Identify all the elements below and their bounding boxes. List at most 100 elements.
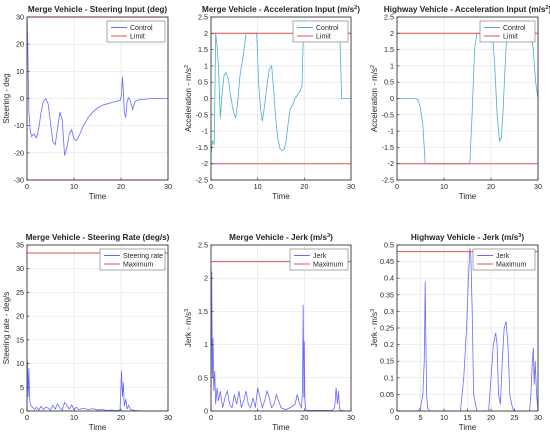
title-main: Highway Vehicle - Jerk (m/s <box>411 233 519 242</box>
x-tick-label: 5 <box>419 413 423 422</box>
y-tick-label: -1.5 <box>382 143 394 152</box>
x-tick-label: 0 <box>209 182 213 191</box>
title-end: ) <box>521 233 524 242</box>
plot-area <box>26 244 169 412</box>
y-axis-label: Steering rate - deg/s <box>2 292 11 364</box>
y-tick-label: 0.4 <box>384 274 394 283</box>
legend-label: Jerk <box>496 253 510 260</box>
plot-area <box>210 244 352 412</box>
y-axis-label-main: Jerk - m/s <box>184 312 193 347</box>
y-tick-label: -10 <box>14 121 24 130</box>
y-axis-label-main: Steering - deg <box>2 73 11 123</box>
x-axis-label: Time <box>459 423 477 432</box>
y-tick-label: 0.2 <box>384 340 394 349</box>
legend-box <box>472 248 536 271</box>
y-axis-label: Steering - deg <box>2 73 11 123</box>
y-tick-label: 30 <box>16 264 24 273</box>
title-superscript: 3 <box>518 233 521 239</box>
y-tick-label: -20 <box>14 148 24 157</box>
y-axis-label-main: Acceleration - m/s <box>184 68 193 132</box>
x-tick-label: 30 <box>347 413 355 422</box>
x-tick-label: 0 <box>209 413 213 422</box>
legend-box <box>292 20 349 43</box>
y-axis-label: Acceleration - m/s2 <box>370 65 379 132</box>
title-superscript: 3 <box>327 233 330 239</box>
y-tick-label: 15 <box>16 335 24 344</box>
y-tick-label: 30 <box>16 13 24 22</box>
y-tick-label: 10 <box>16 359 24 368</box>
legend-label: Maximum <box>123 261 154 268</box>
y-tick-label: 0.1 <box>384 373 394 382</box>
legend-label: Limit <box>503 33 518 40</box>
y-tick-label: -2.5 <box>382 176 394 185</box>
chart-title: Merge Vehicle - Jerk (m/s3) <box>229 233 333 242</box>
y-axis-label-superscript: 2 <box>184 65 190 68</box>
y-axis-label-main: Steering rate - deg/s <box>2 292 11 364</box>
y-tick-label: 2 <box>390 29 394 38</box>
title-end: ) <box>330 233 333 242</box>
x-tick-label: 30 <box>534 182 542 191</box>
y-axis-label-superscript: 3 <box>370 309 376 312</box>
axes-frame <box>26 244 169 412</box>
chart-panel-1: 0 10 20 30 -30 -20 -10 0 10 20 30 Merge Vehicle - S… <box>2 5 172 201</box>
y-tick-label: 25 <box>16 288 24 297</box>
x-axis-label: Time <box>89 423 107 432</box>
x-tick-label: 20 <box>300 182 308 191</box>
y-tick-label: 0.05 <box>380 390 394 399</box>
y-tick-label: 0.3 <box>384 307 394 316</box>
y-tick-label: 2.5 <box>198 13 208 22</box>
x-tick-label: 15 <box>464 413 472 422</box>
y-tick-label: 1.5 <box>384 45 394 54</box>
y-tick-label: 0.5 <box>384 241 394 250</box>
y-tick-label: 1.5 <box>198 307 208 316</box>
y-tick-label: -0.5 <box>196 110 208 119</box>
y-tick-label: 35 <box>16 241 24 250</box>
y-axis-label-main: Jerk - m/s <box>370 312 379 347</box>
chart-title: Highway Vehicle - Jerk (m/s3) <box>411 233 524 242</box>
legend-label: Maximum <box>313 261 344 268</box>
y-tick-label: 0 <box>204 94 208 103</box>
title-main: Highway Vehicle - Acceleration Input (m/… <box>384 5 546 14</box>
x-tick-label: 0 <box>395 182 399 191</box>
x-tick-label: 20 <box>300 413 308 422</box>
legend-label: Limit <box>130 33 145 40</box>
y-tick-label: 5 <box>20 383 24 392</box>
y-tick-label: 0.25 <box>380 324 394 333</box>
legend-label: Control <box>503 25 526 32</box>
x-tick-label: 25 <box>511 413 519 422</box>
x-tick-label: 10 <box>70 413 78 422</box>
x-axis-label: Time <box>272 423 290 432</box>
y-tick-label: 1.5 <box>198 45 208 54</box>
chart-title: Highway Vehicle - Acceleration Input (m/… <box>384 5 550 14</box>
y-tick-label: 20 <box>16 312 24 321</box>
x-tick-label: 10 <box>70 182 78 191</box>
chart-title: Merge Vehicle - Steering Input (deg) <box>28 5 167 14</box>
x-tick-label: 0 <box>25 413 29 422</box>
y-tick-label: -1.5 <box>196 143 208 152</box>
x-tick-label: 20 <box>487 182 495 191</box>
y-tick-label: 0 <box>20 94 24 103</box>
series-steering-rate-line <box>27 361 168 412</box>
legend-box <box>479 20 536 43</box>
y-tick-label: 1 <box>204 340 208 349</box>
chart-panel-5: 0 10 20 30 0 0.5 1 1.5 2 2.5 Merge Vehicle - Jerk … <box>184 233 355 432</box>
y-tick-label: 10 <box>16 67 24 76</box>
legend-box <box>106 20 166 43</box>
y-tick-label: 2.5 <box>384 13 394 22</box>
x-tick-label: 0 <box>25 182 29 191</box>
y-tick-label: 0 <box>204 407 208 416</box>
x-axis-label: Time <box>459 192 477 201</box>
chart-title: Merge Vehicle - Steering Rate (deg/s) <box>26 233 170 242</box>
y-tick-label: 2 <box>204 274 208 283</box>
y-axis-label-superscript: 2 <box>370 65 376 68</box>
legend-label: Jerk <box>313 253 327 260</box>
axes-frame <box>210 244 352 412</box>
y-axis-label: Acceleration - m/s2 <box>184 65 193 132</box>
title-superscript: 2 <box>545 5 548 11</box>
x-tick-label: 20 <box>117 182 125 191</box>
legend-box <box>99 248 166 271</box>
y-tick-label: 0 <box>390 407 394 416</box>
y-tick-label: 0 <box>20 407 24 416</box>
